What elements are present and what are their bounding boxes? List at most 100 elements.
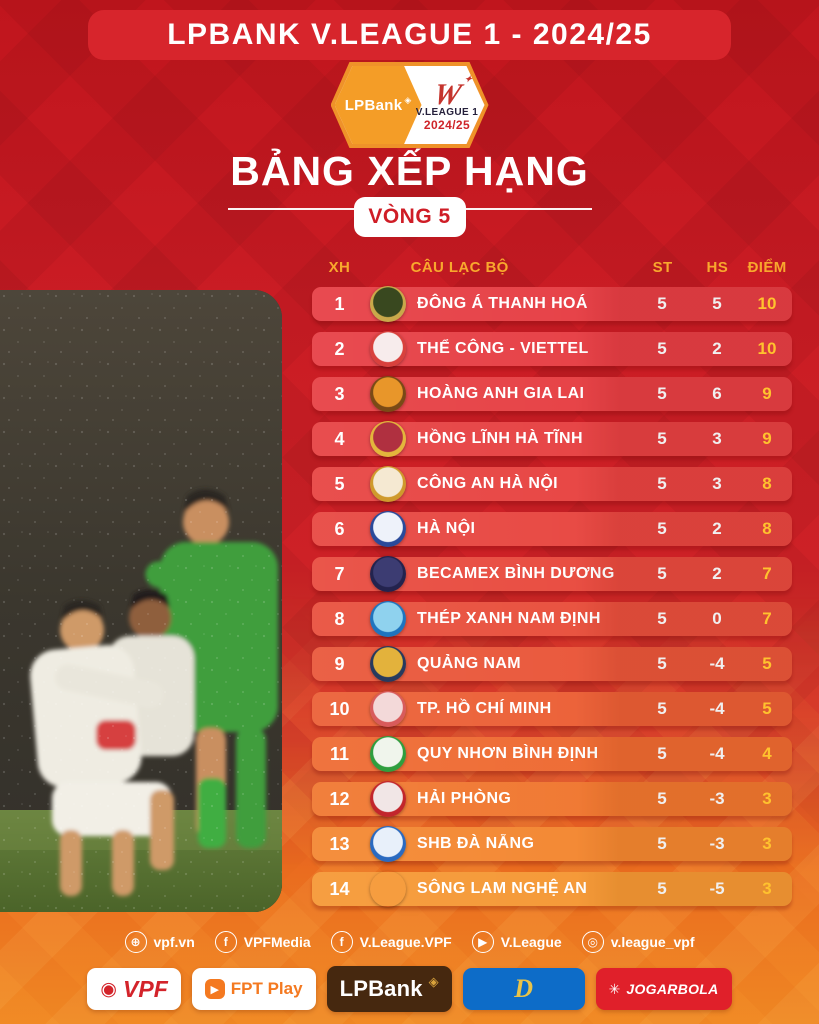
jogarbola-logo: ✳ JOGARBOLA: [595, 968, 732, 1010]
lpbank-logo: LPBank ◈: [334, 66, 422, 144]
goal-diff-value: 2: [712, 564, 722, 583]
diamond-icon: ◈: [428, 974, 439, 989]
spark-icon: ✦: [463, 73, 473, 84]
rank-value: 5: [334, 473, 345, 494]
played-value: 5: [657, 834, 667, 853]
table-row: 8 THÉP XANH NAM ĐỊNH 5 0 7: [312, 601, 792, 637]
club-logo-icon: [370, 691, 406, 727]
rank-value: 3: [334, 383, 345, 404]
ball-icon: ◉: [100, 978, 118, 1000]
goal-diff-value: 3: [712, 429, 722, 448]
points-value: 9: [762, 429, 772, 448]
table-row: 14 SÔNG LAM NGHỆ AN 5 -5 3: [312, 872, 792, 906]
rank-value: 4: [334, 428, 345, 449]
column-points: ĐIỂM: [747, 258, 787, 276]
dong-luc-logo: D: [462, 968, 585, 1010]
rank-value: 10: [329, 698, 350, 719]
banner-title: LPBANK V.LEAGUE 1 - 2024/25: [167, 18, 652, 51]
played-value: 5: [657, 789, 667, 808]
goal-diff-value: 0: [712, 609, 722, 628]
youtube-icon: ▶: [471, 931, 494, 953]
facebook-icon: f: [330, 931, 353, 953]
points-value: 8: [762, 519, 772, 538]
club-name: HÀ NỘI: [417, 520, 476, 537]
points-value: 3: [762, 789, 772, 808]
sponsor-logos-row: ◉ VPF ▶ FPT Play LPBank ◈ D ✳ JOGARBOLA: [0, 966, 819, 1012]
goal-diff-value: -3: [709, 834, 725, 853]
page-title: BẢNG XẾP HẠNG: [230, 148, 589, 194]
social-facebook-vleague: f V.League.VPF: [330, 931, 452, 953]
club-logo-icon: [370, 286, 406, 322]
match-photo: [0, 290, 282, 912]
points-value: 7: [762, 609, 772, 628]
points-value: 4: [762, 744, 772, 763]
vpf-logo-text: VPF: [123, 975, 168, 1002]
lpbank-logo-text: LPBank: [344, 96, 403, 114]
column-goal-diff: HS: [706, 258, 729, 276]
instagram-icon: ◎: [581, 931, 604, 953]
club-logo-icon: [370, 511, 406, 547]
goal-diff-value: 2: [712, 519, 722, 538]
played-value: 5: [657, 654, 667, 673]
jogarbola-logo-text: JOGARBOLA: [626, 981, 719, 997]
club-logo-icon: [370, 736, 406, 772]
goal-diff-value: 5: [712, 294, 722, 313]
vleague-season-text: 2024/25: [423, 117, 471, 132]
column-played: ST: [652, 258, 673, 276]
table-row: 5 CÔNG AN HÀ NỘI 5 3 8: [312, 466, 792, 502]
club-name: ĐÔNG Á THANH HOÁ: [417, 295, 588, 312]
table-row: 2 THỂ CÔNG - VIETTEL 5 2 10: [312, 331, 792, 367]
club-logo-icon: [370, 601, 406, 637]
gear-icon: ✳: [608, 980, 621, 997]
standings-table: XH CÂU LẠC BỘ ST HS ĐIỂM 1 ĐÔNG Á THANH …: [312, 255, 792, 917]
goal-diff-value: 6: [712, 384, 722, 403]
points-value: 3: [762, 834, 772, 853]
table-row: 1 ĐÔNG Á THANH HOÁ 5 5 10: [312, 286, 792, 322]
table-row: 13 SHB ĐÀ NẴNG 5 -3 3: [312, 826, 792, 862]
play-icon: ▶: [204, 979, 225, 999]
club-name: HỒNG LĨNH HÀ TĨNH: [417, 430, 583, 447]
table-row: 10 TP. HỒ CHÍ MINH 5 -4 5: [312, 691, 792, 727]
lpbank-diamond-icon: ◈: [404, 94, 412, 105]
club-logo-icon: [370, 646, 406, 682]
club-logo-icon: [370, 871, 406, 907]
social-links-row: ⊕ vpf.vn f VPFMedia f V.League.VPF ▶ V.L…: [0, 931, 819, 953]
played-value: 5: [657, 744, 667, 763]
points-value: 5: [762, 654, 772, 673]
club-name: SHB ĐÀ NẴNG: [417, 835, 535, 852]
goal-diff-value: 2: [712, 339, 722, 358]
played-value: 5: [657, 339, 667, 358]
fpt-play-logo-text: FPT Play: [230, 979, 303, 998]
lpbank-sponsor-logo: LPBank ◈: [326, 966, 452, 1012]
league-logo-badge: LPBank ◈ W ✦ V.LEAGUE 1 2024/25: [330, 62, 489, 148]
played-value: 5: [657, 609, 667, 628]
rank-value: 11: [329, 743, 350, 764]
social-label: V.League.VPF: [359, 934, 452, 950]
played-value: 5: [657, 564, 667, 583]
rank-value: 8: [334, 608, 345, 629]
club-name: BECAMEX BÌNH DƯƠNG: [417, 565, 615, 582]
rank-value: 14: [329, 878, 350, 899]
dong-luc-monogram: D: [514, 974, 534, 1003]
column-club: CÂU LẠC BỘ: [410, 258, 509, 276]
points-value: 10: [757, 294, 777, 313]
club-logo-icon: [370, 421, 406, 457]
rank-value: 1: [334, 293, 345, 314]
vleague-logo-text: V.LEAGUE 1: [415, 107, 479, 119]
goal-diff-value: -4: [709, 744, 725, 763]
played-value: 5: [657, 294, 667, 313]
club-logo-icon: [370, 331, 406, 367]
social-label: v.league_vpf: [610, 934, 695, 950]
table-row: 4 HỒNG LĨNH HÀ TĨNH 5 3 9: [312, 421, 792, 457]
rank-value: 9: [334, 653, 345, 674]
goal-diff-value: -3: [709, 789, 725, 808]
rank-value: 2: [334, 338, 345, 359]
points-value: 9: [762, 384, 772, 403]
club-name: SÔNG LAM NGHỆ AN: [417, 880, 588, 897]
social-label: VPFMedia: [243, 934, 311, 950]
table-row: 12 HẢI PHÒNG 5 -3 3: [312, 781, 792, 817]
table-row: 11 QUY NHƠN BÌNH ĐỊNH 5 -4 4: [312, 736, 792, 772]
club-name: HOÀNG ANH GIA LAI: [417, 385, 585, 402]
points-value: 3: [762, 879, 772, 898]
fpt-play-logo: ▶ FPT Play: [191, 968, 316, 1010]
